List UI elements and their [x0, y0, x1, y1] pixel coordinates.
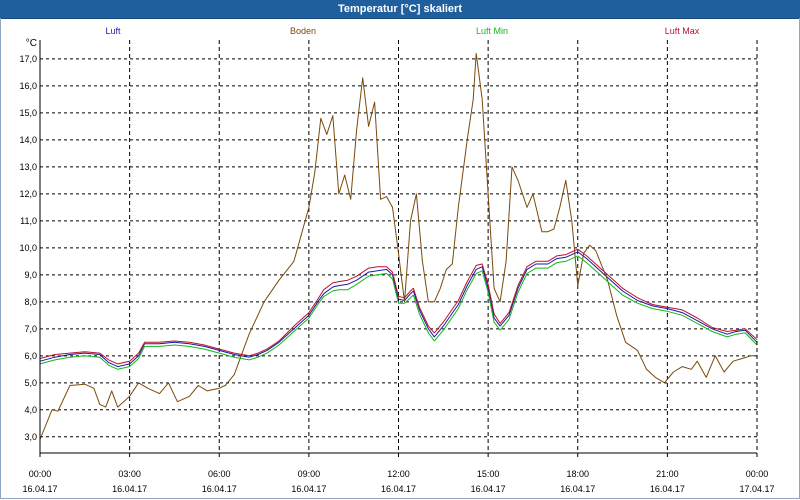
legend-entry-0: Luft [105, 26, 121, 36]
series-line-0 [39, 251, 758, 368]
x-tick-date: 16.04.17 [22, 484, 57, 494]
legend-entry-3: Luft Max [665, 26, 700, 36]
y-axis-unit: °C [26, 38, 37, 49]
y-tick-label: 10,0 [19, 243, 37, 253]
x-tick-date: 16.04.17 [291, 484, 326, 494]
y-tick-label: 5,0 [24, 378, 37, 388]
y-tick-label: 6,0 [24, 351, 37, 361]
series-line-2 [39, 255, 758, 370]
y-tick-label: 7,0 [24, 324, 37, 334]
x-tick-time: 09:00 [298, 469, 321, 479]
x-tick-date: 16.04.17 [560, 484, 595, 494]
y-tick-label: 9,0 [24, 270, 37, 280]
x-tick-time: 00:00 [29, 469, 52, 479]
series-line-3 [39, 248, 758, 365]
legend-entry-2: Luft Min [476, 26, 508, 36]
y-tick-label: 14,0 [19, 135, 37, 145]
y-tick-label: 4,0 [24, 405, 37, 415]
x-tick-time: 15:00 [477, 469, 500, 479]
x-tick-date: 16.04.17 [650, 484, 685, 494]
y-tick-label: 15,0 [19, 108, 37, 118]
x-tick-time: 18:00 [566, 469, 589, 479]
x-tick-time: 06:00 [208, 469, 231, 479]
x-tick-date: 16.04.17 [381, 484, 416, 494]
y-tick-label: 12,0 [19, 189, 37, 199]
y-tick-label: 13,0 [19, 162, 37, 172]
legend-layer: Luft Boden Luft Min Luft Max [105, 26, 699, 36]
x-tick-date: 16.04.17 [202, 484, 237, 494]
x-tick-date: 17.04.17 [739, 484, 774, 494]
series-line-1 [39, 53, 757, 440]
axis-layer: 3,0 4,0 5,0 6,0 7,0 8,0 9,0 10,0 11,0 12,0 13,0 14,… [19, 38, 774, 494]
legend-entry-1: Boden [290, 26, 316, 36]
window-title: Temperatur [°C] skaliert [337, 3, 462, 15]
grid-layer [40, 40, 757, 453]
y-tick-label: 8,0 [24, 297, 37, 307]
title-bar: Temperatur [°C] skaliert [0, 0, 800, 19]
y-tick-label: 11,0 [20, 216, 37, 226]
x-tick-date: 16.04.17 [112, 484, 147, 494]
y-tick-label: 16,0 [19, 81, 37, 91]
x-tick-time: 03:00 [118, 469, 141, 479]
x-tick-time: 12:00 [387, 469, 410, 479]
series-layer [39, 53, 758, 440]
y-tick-label: 3,0 [24, 432, 37, 442]
y-tick-label: 17,0 [19, 54, 37, 64]
x-tick-date: 16.04.17 [471, 484, 506, 494]
x-tick-time: 21:00 [656, 469, 679, 479]
x-tick-time: 00:00 [746, 469, 769, 479]
